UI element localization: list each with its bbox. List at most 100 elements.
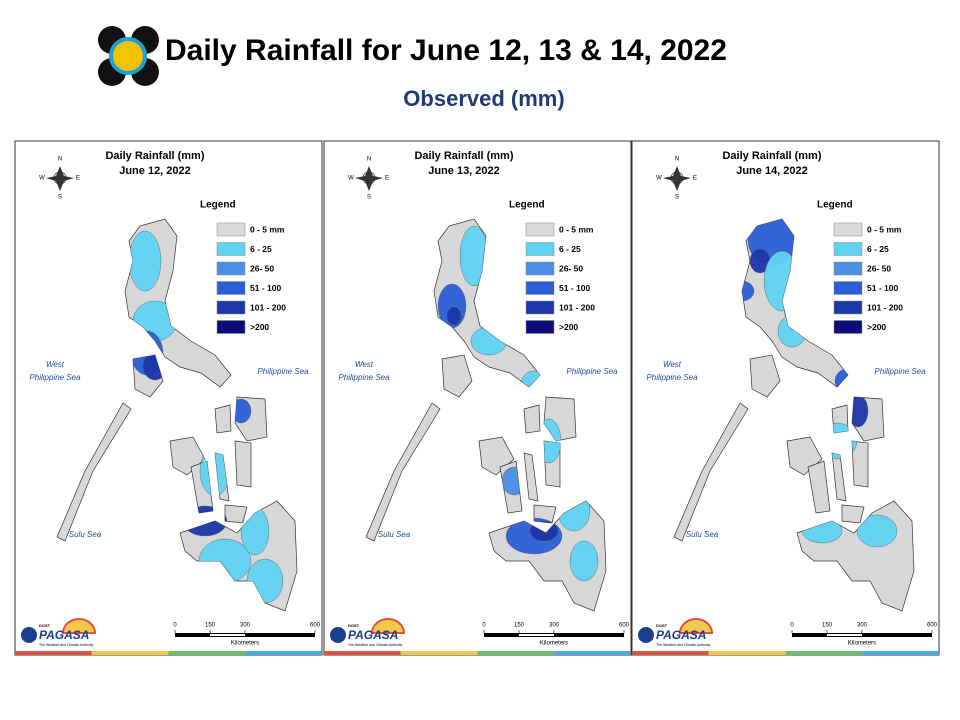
island bbox=[224, 504, 248, 524]
sea-label: Philippine Sea bbox=[874, 367, 926, 376]
legend-label: 6 - 25 bbox=[559, 244, 581, 254]
rainfall-area bbox=[856, 514, 898, 548]
legend-label: 0 - 5 mm bbox=[559, 224, 594, 234]
panel-date: June 14, 2022 bbox=[736, 165, 808, 177]
logo-name: PAGASA bbox=[656, 628, 706, 642]
legend-label: 26- 50 bbox=[250, 263, 274, 273]
compass-s: S bbox=[675, 195, 679, 201]
compass: N S W E bbox=[39, 157, 80, 201]
legend-swatch bbox=[216, 281, 246, 295]
logo-mark bbox=[330, 627, 346, 643]
scale-unit: Kilometers bbox=[540, 641, 568, 647]
color-stripe bbox=[324, 651, 401, 655]
scale-tick-label: 300 bbox=[549, 623, 560, 629]
scale-bar-segment bbox=[827, 634, 862, 636]
rainfall-area bbox=[128, 230, 162, 292]
legend-label: 101 - 200 bbox=[867, 302, 903, 312]
compass-e: E bbox=[76, 176, 80, 182]
map-panel: Daily Rainfall (mm) June 13, 2022 N S W E Lege… bbox=[323, 140, 632, 656]
compass-e: E bbox=[693, 176, 697, 182]
map-panel: Daily Rainfall (mm) June 14, 2022 N S W E Lege… bbox=[631, 140, 940, 656]
logo-umbrella bbox=[61, 618, 97, 634]
legend-label: 101 - 200 bbox=[559, 302, 595, 312]
logo-mark bbox=[21, 627, 37, 643]
scale-tick-label: 150 bbox=[822, 623, 833, 629]
legend-swatch bbox=[525, 261, 555, 276]
color-stripe bbox=[168, 651, 246, 655]
legend-label: 51 - 100 bbox=[867, 283, 898, 293]
compass-rose bbox=[663, 166, 691, 191]
legend-swatch bbox=[833, 300, 863, 315]
legend-swatch bbox=[833, 222, 863, 237]
island bbox=[807, 460, 831, 514]
legend-swatch bbox=[833, 320, 863, 334]
legend-title: Legend bbox=[817, 200, 853, 211]
scale-tick-label: 0 bbox=[173, 623, 177, 629]
logo-tagline: The Weather and Climate Authority bbox=[656, 643, 711, 647]
legend-label: 101 - 200 bbox=[250, 302, 286, 312]
sea-label: Sulu Sea bbox=[378, 530, 411, 539]
legend-label: 6 - 25 bbox=[867, 244, 889, 254]
color-stripe bbox=[400, 651, 478, 655]
legend-label: 26- 50 bbox=[867, 263, 891, 273]
island bbox=[749, 354, 781, 398]
legend-title: Legend bbox=[509, 200, 545, 211]
compass-n: N bbox=[367, 157, 371, 163]
legend-title: Legend bbox=[200, 200, 236, 211]
agency-logo bbox=[97, 25, 160, 87]
compass-w: W bbox=[39, 176, 45, 182]
compass-s: S bbox=[367, 195, 371, 201]
color-stripe bbox=[632, 651, 709, 655]
island bbox=[441, 354, 473, 398]
panel-title: Daily Rainfall (mm) bbox=[105, 150, 204, 162]
panel-date: June 12, 2022 bbox=[119, 165, 191, 177]
island bbox=[851, 440, 869, 488]
sea-label: Philippine Sea bbox=[338, 373, 390, 382]
legend-swatch bbox=[525, 242, 555, 256]
legend-label: >200 bbox=[250, 322, 269, 332]
compass-s: S bbox=[58, 195, 62, 201]
legend-label: 0 - 5 mm bbox=[250, 224, 285, 234]
sea-label: West bbox=[355, 360, 374, 369]
legend-swatch bbox=[216, 222, 246, 237]
header: Daily Rainfall for June 12, 13 & 14, 202… bbox=[97, 25, 727, 111]
island bbox=[365, 402, 441, 542]
logo-tagline: The Weather and Climate Authority bbox=[348, 643, 403, 647]
color-stripe bbox=[862, 651, 939, 655]
panel-title: Daily Rainfall (mm) bbox=[414, 150, 513, 162]
color-stripe bbox=[708, 651, 786, 655]
legend-swatch bbox=[833, 242, 863, 256]
rainfall-area bbox=[240, 506, 270, 556]
compass-rose bbox=[46, 166, 74, 191]
logo-umbrella bbox=[370, 618, 406, 634]
legend-swatch bbox=[216, 261, 246, 276]
compass-ring bbox=[670, 171, 684, 185]
logo-dost: DOST bbox=[348, 623, 360, 628]
sea-label: West bbox=[46, 360, 65, 369]
sea-label: Philippine Sea bbox=[257, 367, 309, 376]
legend-swatch bbox=[525, 300, 555, 315]
legend-swatch bbox=[833, 281, 863, 295]
legend-label: 26- 50 bbox=[559, 263, 583, 273]
panel-date: June 13, 2022 bbox=[428, 165, 500, 177]
sea-label: Philippine Sea bbox=[646, 373, 698, 382]
logo-name: PAGASA bbox=[39, 628, 89, 642]
legend-swatch bbox=[525, 281, 555, 295]
island bbox=[841, 504, 865, 524]
rainfall-area bbox=[569, 540, 599, 582]
map-panels: Daily Rainfall (mm) June 12, 2022 N S W E Lege… bbox=[14, 140, 940, 656]
logo-tagline: The Weather and Climate Authority bbox=[39, 643, 94, 647]
legend-swatch bbox=[525, 222, 555, 237]
legend-label: 0 - 5 mm bbox=[867, 224, 902, 234]
legend-label: >200 bbox=[867, 322, 886, 332]
color-stripe bbox=[245, 651, 322, 655]
logo-mark bbox=[638, 627, 654, 643]
compass-n: N bbox=[675, 157, 679, 163]
legend-label: 6 - 25 bbox=[250, 244, 272, 254]
scale-bar-segment bbox=[210, 634, 245, 636]
scale-tick-label: 600 bbox=[310, 623, 321, 629]
scale-tick-label: 300 bbox=[240, 623, 251, 629]
legend-label: 51 - 100 bbox=[559, 283, 590, 293]
